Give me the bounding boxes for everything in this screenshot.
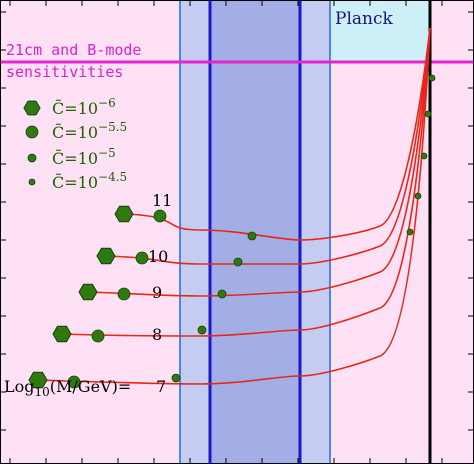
marker-9-3 [420, 152, 428, 160]
inner-band [210, 0, 300, 464]
series-label-9: 9 [152, 283, 162, 302]
marker-7-1 [67, 375, 81, 389]
planck-label: Planck [335, 9, 393, 29]
series-label-10: 10 [148, 247, 168, 266]
legend-marker-2 [27, 153, 37, 163]
marker-7-0 [28, 371, 48, 389]
mass-label-suffix: (M/GeV)= [50, 377, 131, 396]
legend-label-exponent: −5 [98, 146, 116, 160]
marker-10-2 [233, 257, 243, 267]
curves [37, 27, 431, 385]
marker-10-3 [414, 192, 422, 200]
marker-8-2 [197, 325, 207, 335]
legend-label-0: C̃=10−6 [52, 96, 116, 118]
legend-label-3: C̃=10−4.5 [52, 170, 127, 192]
curve-7 [37, 27, 431, 385]
curve-11 [123, 27, 431, 241]
mass-label-sub: 10 [35, 385, 50, 399]
marker-10-1 [135, 251, 149, 265]
legend-label-prefix: C̃=10 [52, 149, 98, 168]
legend-marker-3 [28, 178, 36, 186]
legend-label-2: C̃=10−5 [52, 146, 116, 168]
marker-11-0 [114, 205, 134, 223]
marker-9-0 [78, 283, 98, 301]
legend-marker-0 [23, 100, 41, 116]
marker-7-3 [428, 74, 436, 82]
curve-9 [87, 27, 431, 297]
series-label-8: 8 [152, 325, 162, 344]
sensitivity-label-line2: sensitivities [6, 63, 123, 81]
sensitivity-label-line1: 21cm and B-mode [6, 41, 141, 59]
marker-8-3 [424, 110, 432, 118]
marker-8-1 [91, 329, 105, 343]
marker-11-1 [153, 209, 167, 223]
curve-10 [105, 27, 431, 265]
markers [28, 74, 436, 389]
mass-label: Log10(M/GeV)= [4, 377, 131, 399]
legend-label-exponent: −5.5 [98, 120, 127, 134]
marker-8-0 [52, 325, 72, 343]
marker-9-2 [217, 289, 227, 299]
legend-label-prefix: C̃=10 [52, 173, 98, 192]
legend-label-exponent: −6 [98, 96, 116, 110]
legend-label-1: C̃=10−5.5 [52, 120, 127, 142]
series-label-11: 11 [152, 191, 172, 210]
marker-7-2 [171, 373, 181, 383]
legend-label-exponent: −4.5 [98, 170, 127, 184]
series-labels: 7 8 9 10 11 [148, 191, 172, 396]
marker-11-2 [247, 231, 257, 241]
legend-label-prefix: C̃=10 [52, 123, 98, 142]
marker-11-3 [406, 228, 414, 236]
legend-marker-1 [25, 125, 39, 139]
legend-label-prefix: C̃=10 [52, 99, 98, 118]
marker-10-0 [96, 247, 116, 265]
mass-label-prefix: Log [4, 377, 35, 396]
series-label-7: 7 [156, 377, 166, 396]
legend: C̃=10−6C̃=10−5.5C̃=10−5C̃=10−4.5 [23, 96, 127, 192]
marker-9-1 [117, 287, 131, 301]
